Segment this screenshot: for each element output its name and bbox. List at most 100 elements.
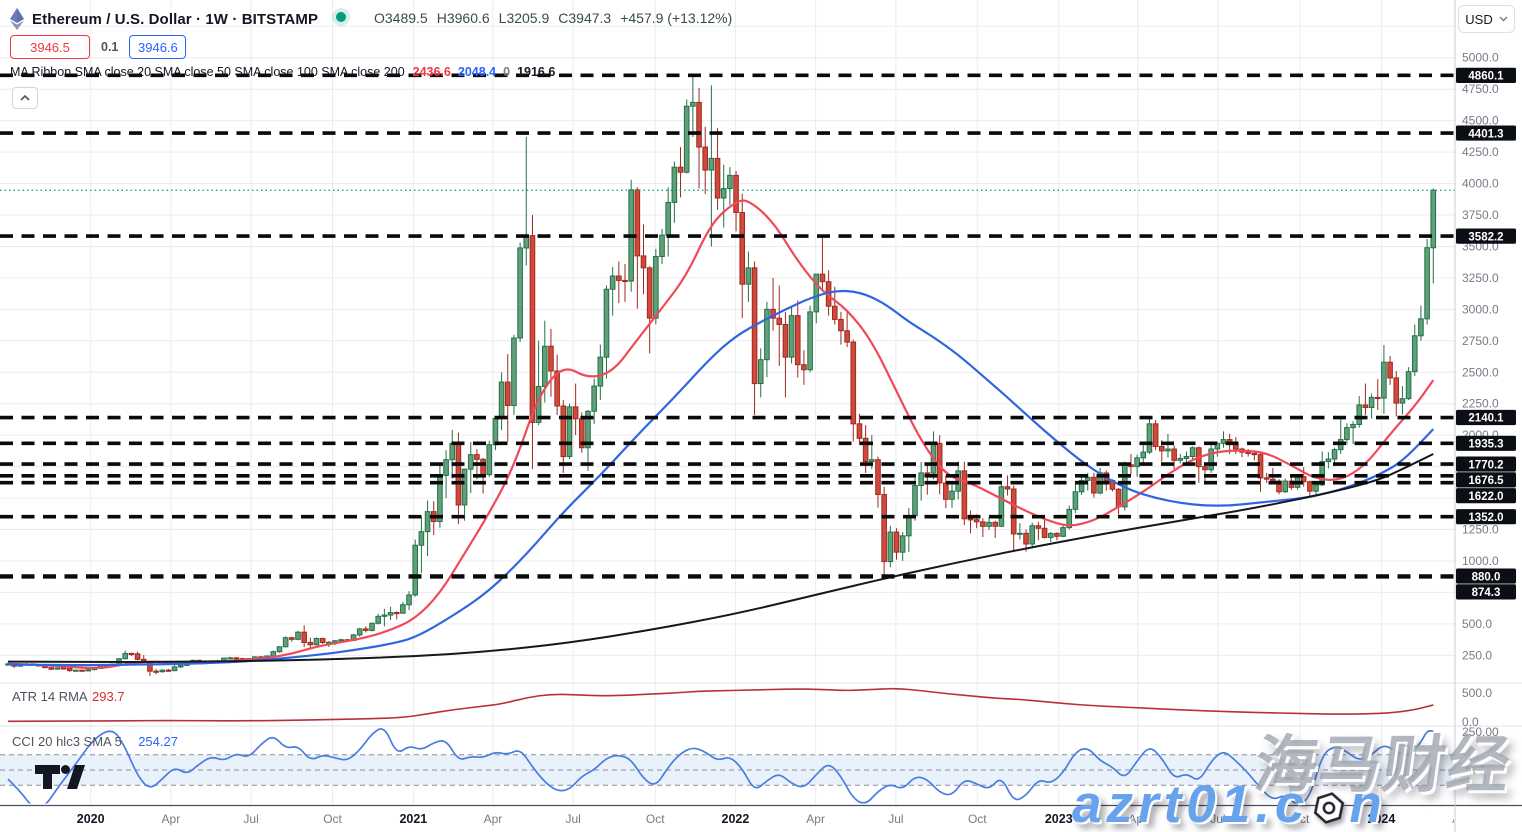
- svg-text:Jul: Jul: [888, 812, 903, 826]
- price-level-badge: [1456, 584, 1516, 600]
- svg-text:4860.1: 4860.1: [1468, 71, 1504, 83]
- svg-text:5000.0: 5000.0: [1462, 51, 1499, 65]
- chevron-up-icon: [20, 95, 30, 101]
- ma-ribbon-legend[interactable]: MA Ribbon SMA close 20 SMA close 50 SMA …: [10, 65, 555, 79]
- svg-text:880.0: 880.0: [1472, 571, 1501, 583]
- price-level-badge: [1456, 568, 1516, 584]
- svg-text:Jul: Jul: [566, 812, 581, 826]
- symbol-title: Ethereum / U.S. Dollar · 1W · BITSTAMP: [32, 10, 319, 28]
- svg-text:2250.0: 2250.0: [1462, 397, 1499, 411]
- watermark-domain-prefix: azrt01.c: [1072, 775, 1310, 832]
- spread-value: 0.1: [101, 40, 119, 54]
- svg-text:3582.2: 3582.2: [1468, 231, 1503, 243]
- gear-icon: [1309, 784, 1349, 826]
- horizontal-level-lines[interactable]: [0, 73, 1455, 579]
- ohlc-change: +457.9 (+13.12%): [620, 10, 733, 26]
- svg-text:1250.0: 1250.0: [1462, 523, 1499, 537]
- svg-text:Apr: Apr: [484, 812, 503, 826]
- price-level-badge: [1456, 228, 1516, 244]
- svg-text:1676.5: 1676.5: [1468, 475, 1504, 487]
- price-level-badge: [1456, 409, 1516, 426]
- svg-text:2500.0: 2500.0: [1462, 365, 1499, 379]
- svg-text:Oct: Oct: [968, 812, 987, 826]
- svg-text:1622.0: 1622.0: [1468, 491, 1503, 503]
- ma-ribbon-value-sma100: 0: [503, 65, 511, 79]
- ma-ribbon-value-sma50: 2048.4: [457, 65, 497, 79]
- svg-text:2024: 2024: [1368, 812, 1396, 826]
- ohlc-close: C3947.3: [558, 10, 612, 26]
- svg-text:Jul: Jul: [1210, 812, 1225, 826]
- ma-ribbon-value-sma200: 1916.6: [517, 65, 556, 79]
- time-axis[interactable]: 2020 Apr Jul Oct 2021 Apr Jul Oct 2022 Apr Jul Oct 2…: [77, 812, 1471, 826]
- ohlc-high: H3960.6: [436, 10, 490, 26]
- ma-line-sma200[interactable]: [7, 453, 1434, 664]
- symbol-legend[interactable]: Ethereum / U.S. Dollar · 1W · BITSTAMP: [10, 8, 318, 30]
- svg-text:2750.0: 2750.0: [1462, 334, 1499, 348]
- svg-text:0.00: 0.00: [1462, 763, 1486, 777]
- currency-selector[interactable]: USD: [1458, 5, 1515, 33]
- svg-text:874.3: 874.3: [1472, 587, 1501, 599]
- collapse-legend-button[interactable]: [12, 87, 38, 109]
- svg-text:Apr: Apr: [806, 812, 825, 826]
- cci-legend[interactable]: CCI 20 hlc3 SMA 5 254.27: [12, 734, 178, 749]
- svg-text:1352.0: 1352.0: [1468, 512, 1503, 524]
- tradingview-logo[interactable]: [34, 764, 90, 795]
- currency-value: USD: [1465, 11, 1493, 27]
- svg-text:Jul: Jul: [243, 812, 258, 826]
- sell-price-button[interactable]: 3946.5: [10, 35, 90, 59]
- watermark-domain-suffix: n: [1349, 775, 1387, 832]
- svg-text:254.27: 254.27: [138, 734, 178, 749]
- svg-text:3000.0: 3000.0: [1462, 302, 1499, 316]
- svg-text:4250.0: 4250.0: [1462, 145, 1499, 159]
- svg-text:2140.1: 2140.1: [1468, 413, 1504, 425]
- ma-ribbon-value-sma20: 2436.6: [412, 65, 451, 79]
- chevron-down-icon: [1499, 16, 1508, 22]
- svg-text:3750.0: 3750.0: [1462, 208, 1499, 222]
- price-level-badge: [1456, 509, 1516, 525]
- svg-text:CCI 20 hlc3 SMA 5: CCI 20 hlc3 SMA 5: [12, 734, 122, 749]
- svg-text:Apr: Apr: [1128, 812, 1147, 826]
- price-level-badge: [1456, 488, 1516, 504]
- price-level-badge: [1456, 67, 1516, 83]
- atr-legend[interactable]: ATR 14 RMA 293.7: [12, 689, 125, 704]
- ma-line-sma50[interactable]: [7, 289, 1435, 667]
- svg-text:4500.0: 4500.0: [1462, 114, 1499, 128]
- svg-text:0.0: 0.0: [1462, 715, 1479, 729]
- buy-price-button[interactable]: 3946.6: [129, 35, 187, 59]
- ma-ribbon-label: MA Ribbon SMA close 20 SMA close 50 SMA …: [10, 65, 405, 79]
- watermark-domain: azrt01.c n: [1072, 774, 1387, 832]
- price-axis[interactable]: 5000.04750.04500.04250.04000.03750.03500…: [1456, 51, 1516, 777]
- svg-text:1770.2: 1770.2: [1468, 459, 1503, 471]
- svg-text:ATR 14 RMA: ATR 14 RMA: [12, 689, 88, 704]
- svg-text:250.00: 250.00: [1462, 725, 1499, 739]
- svg-text:4000.0: 4000.0: [1462, 177, 1499, 191]
- svg-text:4401.3: 4401.3: [1468, 128, 1503, 140]
- svg-text:250.0: 250.0: [1462, 648, 1492, 662]
- price-level-badge: [1456, 472, 1516, 488]
- svg-text:2020: 2020: [77, 812, 105, 826]
- svg-text:Oct: Oct: [323, 812, 342, 826]
- ethereum-icon: [10, 8, 24, 30]
- svg-text:293.7: 293.7: [92, 689, 125, 704]
- price-level-badge: [1456, 456, 1516, 472]
- market-status-dot[interactable]: [336, 12, 346, 22]
- svg-text:2023: 2023: [1045, 812, 1073, 826]
- atr-line[interactable]: [7, 687, 1434, 723]
- svg-text:Oct: Oct: [1291, 812, 1310, 826]
- svg-text:1935.3: 1935.3: [1468, 439, 1503, 451]
- svg-text:2021: 2021: [399, 812, 427, 826]
- svg-text:3250.0: 3250.0: [1462, 271, 1499, 285]
- quote-row: 3946.5 0.1 3946.6: [10, 35, 187, 59]
- svg-text:Apr: Apr: [162, 812, 181, 826]
- cci-line[interactable]: [7, 728, 1434, 807]
- svg-text:500.0: 500.0: [1462, 686, 1492, 700]
- candles-layer: [5, 74, 1437, 676]
- price-level-badge: [1456, 435, 1516, 451]
- svg-text:500.0: 500.0: [1462, 617, 1492, 631]
- ma-line-sma20[interactable]: [7, 199, 1435, 670]
- ohlc-open: O3489.5: [374, 10, 428, 26]
- svg-text:1000.0: 1000.0: [1462, 554, 1499, 568]
- ohlc-low: L3205.9: [498, 10, 550, 26]
